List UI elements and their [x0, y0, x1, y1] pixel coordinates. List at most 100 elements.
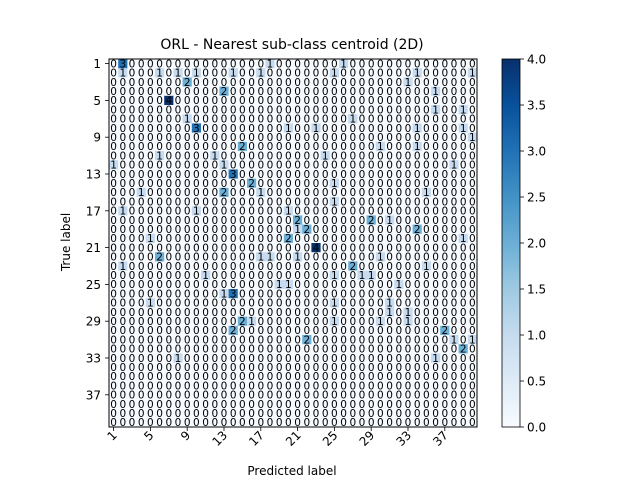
cell-value-label: 0 [221, 215, 228, 227]
matrix-cell [201, 279, 211, 290]
cell-value-label: 0 [276, 169, 283, 181]
matrix-cell [127, 105, 137, 115]
cell-value-label: 0 [368, 371, 375, 383]
cell-value-label: 0 [257, 233, 264, 245]
matrix-cell [109, 344, 119, 354]
cell-value-label: 0 [221, 417, 228, 429]
matrix-cell [385, 105, 395, 115]
cell-value-label: 0 [377, 86, 384, 98]
matrix-cell [191, 86, 202, 97]
matrix-cell [467, 77, 478, 87]
cell-value-label: 0 [377, 160, 384, 172]
cell-value-label: 0 [184, 399, 191, 411]
matrix-cell [145, 417, 156, 428]
matrix-cell [449, 95, 459, 106]
cell-value-label: 0 [359, 178, 366, 190]
matrix-cell [182, 298, 193, 308]
cell-value-label: 0 [359, 123, 366, 135]
matrix-cell [357, 252, 367, 262]
cell-value-label: 0 [469, 160, 476, 172]
matrix-cell [191, 132, 202, 143]
cell-value-label: 0 [469, 417, 476, 429]
matrix-cell [210, 307, 220, 317]
matrix-cell [348, 132, 358, 143]
matrix-cell [127, 68, 137, 78]
matrix-cell [449, 160, 459, 170]
cell-value-label: 0 [386, 353, 393, 365]
cell-value-label: 0 [322, 408, 329, 420]
cell-value-label: 0 [368, 233, 375, 245]
matrix-cell [155, 243, 165, 253]
cell-value-label: 0 [156, 242, 163, 254]
cell-value-label: 0 [460, 196, 467, 208]
cell-value-label: 3 [230, 169, 237, 181]
matrix-cell [311, 197, 321, 207]
cell-value-label: 0 [405, 123, 412, 135]
cell-value-label: 0 [432, 307, 439, 319]
cell-value-label: 0 [175, 104, 182, 116]
cell-value-label: 0 [377, 132, 384, 144]
matrix-cell [155, 325, 165, 336]
cell-value-label: 0 [248, 399, 255, 411]
matrix-cell [237, 160, 248, 170]
cell-value-label: 0 [129, 77, 136, 89]
matrix-cell [274, 59, 285, 69]
matrix-cell [366, 325, 377, 336]
matrix-cell [440, 298, 450, 308]
cell-value-label: 0 [349, 77, 356, 89]
cell-value-label: 0 [110, 233, 117, 245]
cell-value-label: 0 [395, 86, 402, 98]
matrix-cell [173, 105, 183, 115]
cell-value-label: 0 [294, 77, 301, 89]
cell-value-label: 0 [303, 187, 310, 199]
cell-value-label: 0 [359, 316, 366, 328]
matrix-cell [339, 408, 349, 419]
x-tick-label: 21 [283, 428, 304, 449]
matrix-cell [164, 243, 174, 253]
cell-value-label: 0 [322, 77, 329, 89]
cell-value-label: 0 [248, 68, 255, 80]
cell-value-label: 0 [460, 334, 467, 346]
cell-value-label: 0 [423, 233, 430, 245]
cell-value-label: 0 [414, 215, 421, 227]
matrix-cell [302, 95, 312, 106]
matrix-cell [201, 178, 211, 189]
cell-value-label: 0 [193, 408, 200, 420]
cell-value-label: 0 [221, 206, 228, 218]
cell-value-label: 0 [129, 160, 136, 172]
matrix-cell [164, 132, 174, 143]
matrix-cell [237, 408, 248, 419]
matrix-cell [357, 307, 367, 317]
matrix-cell [219, 197, 229, 207]
cell-value-label: 1 [469, 68, 476, 80]
cell-value-label: 0 [340, 224, 347, 236]
cell-value-label: 0 [423, 206, 430, 218]
matrix-cell [228, 261, 239, 271]
matrix-cell [182, 252, 193, 262]
matrix-cell [201, 95, 211, 106]
matrix-cell [237, 123, 248, 133]
cell-value-label: 0 [303, 307, 310, 319]
cell-value-label: 0 [303, 298, 310, 310]
cell-value-label: 0 [423, 160, 430, 172]
cell-value-label: 0 [349, 408, 356, 420]
cell-value-label: 0 [276, 178, 283, 190]
matrix-cell [348, 86, 358, 97]
matrix-cell [109, 59, 119, 69]
matrix-cell [228, 206, 239, 216]
cell-value-label: 0 [386, 399, 393, 411]
matrix-cell [265, 187, 275, 198]
cell-value-label: 0 [359, 206, 366, 218]
matrix-cell [118, 197, 128, 207]
matrix-cell [247, 95, 257, 106]
cell-value-label: 0 [138, 160, 145, 172]
x-tick-label: 17 [246, 428, 267, 449]
matrix-cell [256, 187, 266, 198]
colorbar-tick-label: 0.5 [527, 375, 546, 389]
cell-value-label: 0 [469, 399, 476, 411]
cell-value-label: 0 [340, 270, 347, 282]
matrix-cell [191, 169, 202, 179]
cell-value-label: 0 [110, 196, 117, 208]
matrix-cell [348, 68, 358, 78]
matrix-cell [247, 417, 257, 428]
